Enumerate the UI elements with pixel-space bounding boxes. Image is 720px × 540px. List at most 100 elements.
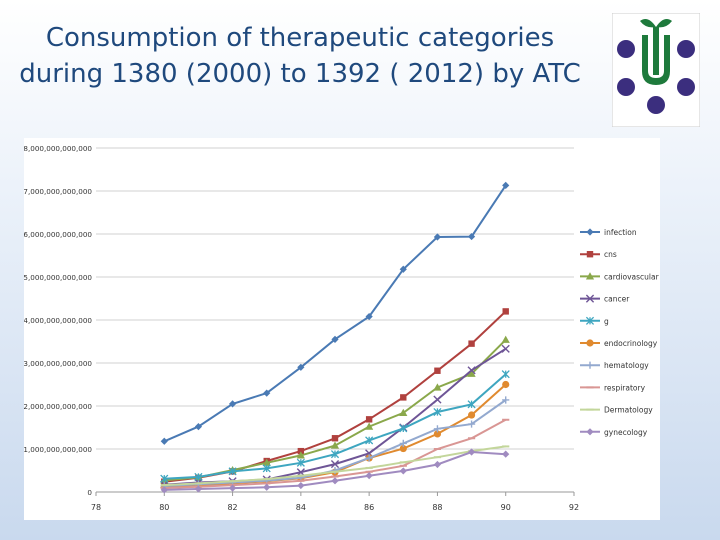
data-point [399, 424, 408, 433]
data-point [502, 308, 509, 315]
data-point [433, 383, 442, 391]
data-point [263, 483, 271, 491]
data-point [194, 472, 203, 482]
data-point [160, 474, 169, 483]
data-point [433, 407, 442, 417]
y-tick-label: 5,000,000,000,000 [24, 273, 92, 282]
legend-label: Dermatology [604, 406, 653, 415]
legend-label: gynecology [604, 428, 648, 437]
legend-label: cns [604, 250, 617, 259]
data-point [365, 312, 373, 321]
data-point [365, 454, 373, 462]
legend-label: respiratory [604, 383, 646, 392]
data-point [194, 423, 203, 431]
series-gynecology [160, 448, 510, 494]
data-point [433, 460, 442, 469]
data-point [501, 344, 510, 353]
x-tick-label: 88 [432, 503, 442, 512]
data-point [331, 435, 339, 442]
legend-entry: hematology [580, 361, 649, 370]
legend-label: hematology [604, 361, 649, 370]
data-point [228, 484, 237, 492]
data-point [262, 458, 271, 466]
data-point [296, 458, 305, 467]
legend-label: cardiovascular [604, 272, 660, 281]
legend-label: g [604, 317, 609, 326]
data-point [433, 430, 442, 438]
legend-swatch-marker [586, 339, 594, 347]
data-point [228, 400, 237, 408]
y-tick-label: 0 [87, 488, 92, 497]
data-point [297, 363, 305, 371]
x-tick-label: 80 [159, 503, 169, 512]
data-point [501, 370, 510, 379]
data-point [502, 450, 510, 458]
legend-swatch-marker [585, 294, 595, 303]
legend-entry: Dermatology [580, 406, 653, 415]
data-point [330, 450, 340, 459]
legend-label: cancer [604, 295, 630, 304]
pharmacy-logo-icon [611, 12, 701, 128]
legend-swatch-marker [585, 272, 595, 280]
title-line-2: during 1380 (2000) to 1392 ( 2012) by AT… [19, 59, 581, 89]
data-point [467, 366, 476, 375]
data-point [297, 447, 305, 455]
data-point [467, 420, 476, 428]
legend-entry: cns [580, 250, 617, 259]
x-tick-label: 92 [569, 503, 579, 512]
legend-label: endocrinology [604, 339, 658, 348]
y-tick-label: 8,000,000,000,000 [24, 144, 92, 153]
legend-entry: infection [580, 228, 637, 237]
legend-swatch-marker [585, 316, 595, 325]
y-tick-label: 7,000,000,000,000 [24, 187, 92, 196]
legend-entry: respiratory [580, 383, 646, 392]
x-tick-label: 78 [91, 503, 101, 512]
title-line-1: Consumption of therapeutic categories [45, 23, 555, 53]
y-tick-label: 6,000,000,000,000 [24, 230, 92, 239]
y-tick-label: 3,000,000,000,000 [24, 359, 92, 368]
data-point [331, 466, 339, 475]
data-point [399, 467, 407, 475]
data-point [262, 464, 271, 473]
x-tick-label: 90 [501, 503, 511, 512]
data-point [399, 439, 407, 448]
data-point [501, 335, 510, 343]
data-point [228, 467, 237, 476]
legend-entry: cardiovascular [580, 272, 660, 281]
data-point [160, 486, 168, 494]
legend-entry: g [580, 316, 609, 326]
legend-entry: gynecology [580, 428, 648, 437]
data-point [399, 408, 408, 416]
data-point [330, 441, 340, 449]
data-point [502, 181, 510, 190]
line-chart: 0 1,000,000,000,000 2,000,000,000,000 3,000… [23, 138, 660, 520]
data-point [400, 394, 407, 401]
data-point [467, 448, 476, 456]
data-point [467, 369, 476, 377]
y-tick-label: 4,000,000,000,000 [24, 316, 92, 325]
data-point [399, 265, 407, 273]
legend-entry: endocrinology [580, 339, 658, 348]
x-tick-label: 86 [364, 503, 374, 512]
legend-swatch-marker [586, 251, 594, 258]
data-point [502, 396, 510, 404]
legend-swatch-marker [586, 361, 594, 369]
y-tick-label: 1,000,000,000,000 [24, 445, 92, 454]
data-point [433, 395, 442, 404]
chart-panel: 0 1,000,000,000,000 2,000,000,000,000 3,000… [23, 138, 660, 520]
data-point [365, 436, 374, 445]
series-g [160, 370, 510, 483]
data-point [365, 422, 374, 430]
data-point [297, 481, 305, 490]
legend-swatch-marker [586, 428, 594, 436]
data-point [468, 340, 475, 347]
data-point [467, 400, 476, 409]
y-tick-label: 2,000,000,000,000 [24, 402, 92, 411]
data-point [467, 411, 476, 419]
data-point [330, 459, 340, 469]
legend-entry: cancer [580, 294, 630, 304]
data-point [365, 472, 373, 480]
data-point [194, 485, 203, 493]
data-point [331, 477, 339, 485]
data-point [434, 367, 441, 374]
